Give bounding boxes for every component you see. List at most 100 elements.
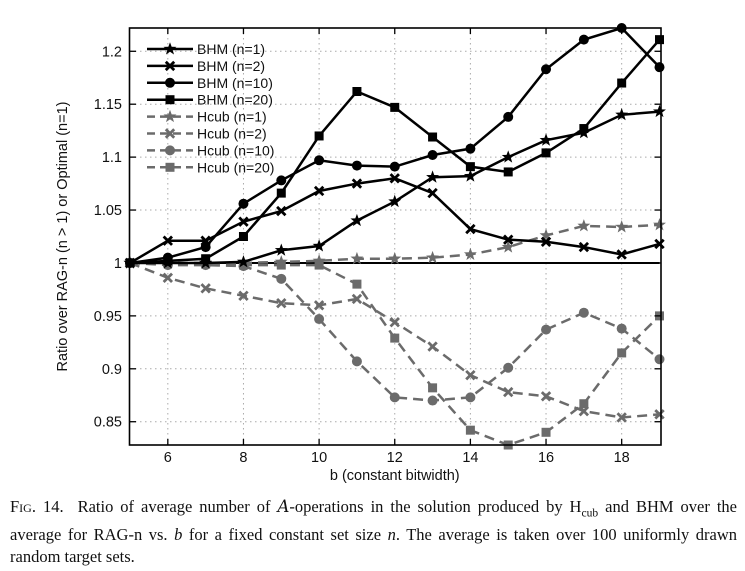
- caption-text-3: and BHM over the average for RAG-n vs.: [10, 497, 737, 545]
- series-marker-Hcub (n=10): [578, 307, 589, 318]
- series-marker-BHM (n=20): [276, 188, 286, 198]
- legend-marker-square: [165, 95, 175, 105]
- series-marker-BHM (n=20): [201, 254, 211, 264]
- ratio-line-chart: 6 8 10 12 14 16 18 0.85 0.9 0.95 1 1.05 1.1 1.15 1.2 b …: [55, 23, 666, 484]
- series-marker-Hcub (n=20): [276, 260, 286, 270]
- series-marker-Hcub (n=1): [350, 251, 364, 265]
- series-marker-BHM (n=1): [350, 213, 364, 227]
- x-tick-label: 8: [239, 450, 247, 466]
- series-marker-BHM (n=20): [428, 132, 438, 142]
- series-marker-Hcub (n=1): [615, 220, 629, 233]
- series-marker-Hcub (n=20): [314, 260, 324, 270]
- series-marker-BHM (n=10): [351, 160, 362, 171]
- legend-marker-circle: [165, 77, 175, 88]
- y-tick-label: 0.9: [102, 362, 122, 378]
- series-marker-BHM (n=2): [427, 187, 438, 199]
- series-marker-BHM (n=10): [389, 161, 400, 172]
- series-marker-Hcub (n=20): [390, 333, 400, 343]
- caption-hcub-subscript: cub: [581, 507, 599, 520]
- series-marker-Hcub (n=20): [617, 348, 627, 358]
- series-marker-Hcub (n=2): [465, 369, 476, 381]
- series-marker-BHM (n=10): [427, 150, 438, 161]
- series-marker-Hcub (n=20): [352, 279, 362, 289]
- series-marker-Hcub (n=2): [238, 290, 249, 301]
- caption-text-5: . The average is taken over 100 uniforml…: [10, 525, 737, 567]
- series-marker-BHM (n=2): [654, 238, 665, 250]
- y-tick-label: 1.05: [94, 203, 122, 219]
- series-marker-BHM (n=20): [541, 148, 551, 158]
- caption-math-a: A: [277, 497, 290, 516]
- series-marker-Hcub (n=10): [389, 392, 400, 403]
- x-axis-label: b (constant bitwidth): [330, 468, 460, 484]
- x-tick-label: 6: [164, 450, 172, 466]
- series-marker-BHM (n=10): [276, 175, 287, 186]
- series-marker-Hcub (n=10): [351, 356, 362, 367]
- series-marker-Hcub (n=1): [388, 251, 402, 265]
- series-marker-BHM (n=1): [237, 255, 250, 268]
- series-marker-BHM (n=2): [578, 241, 590, 253]
- series-marker-Hcub (n=20): [428, 383, 438, 393]
- y-tick-label: 1.15: [94, 97, 122, 113]
- legend-marker-star: [163, 42, 177, 55]
- y-tick-label: 0.85: [94, 415, 122, 431]
- series-marker-BHM (n=20): [503, 167, 513, 177]
- y-tick-label: 1.1: [102, 150, 122, 166]
- series-marker-BHM (n=2): [616, 249, 627, 260]
- legend-label: Hcub (n=2): [197, 126, 267, 142]
- series-marker-BHM (n=1): [501, 150, 515, 163]
- series-marker-Hcub (n=1): [577, 219, 591, 232]
- series-marker-BHM (n=1): [312, 239, 326, 252]
- series-marker-BHM (n=10): [238, 198, 249, 209]
- x-tick-label: 16: [538, 450, 554, 466]
- figure-caption-label: Fig. 14.: [10, 497, 64, 516]
- series-marker-Hcub (n=10): [276, 273, 287, 284]
- legend-marker-star: [163, 109, 177, 123]
- caption-text-2: -operations in the solution produced by …: [289, 497, 582, 516]
- series-marker-Hcub (n=2): [540, 391, 552, 402]
- legend-marker-x: [164, 128, 176, 139]
- legend-label: Hcub (n=1): [197, 109, 267, 125]
- series-marker-Hcub (n=10): [465, 392, 476, 403]
- legend-marker-circle: [165, 145, 175, 156]
- series-marker-BHM (n=1): [539, 133, 553, 146]
- series-marker-BHM (n=20): [314, 131, 324, 141]
- series-marker-BHM (n=2): [465, 223, 476, 235]
- series-marker-Hcub (n=1): [426, 250, 440, 264]
- legend-marker-square: [165, 162, 175, 172]
- series-marker-Hcub (n=20): [541, 427, 551, 437]
- series-marker-BHM (n=10): [654, 62, 665, 73]
- series-marker-BHM (n=1): [653, 104, 666, 118]
- series-marker-Hcub (n=1): [312, 254, 326, 267]
- series-marker-Hcub (n=1): [463, 247, 477, 260]
- series-marker-Hcub (n=20): [238, 260, 248, 270]
- series-marker-Hcub (n=10): [654, 354, 665, 365]
- y-axis-label: Ratio over RAG-n (n > 1) or Optimal (n=1…: [55, 102, 71, 372]
- series-marker-BHM (n=20): [655, 35, 664, 45]
- series-marker-BHM (n=20): [238, 232, 248, 241]
- series-marker-Hcub (n=10): [541, 324, 552, 335]
- legend-label: BHM (n=20): [197, 92, 273, 108]
- series-marker-Hcub (n=2): [162, 272, 174, 283]
- legend-label: Hcub (n=20): [197, 159, 274, 175]
- x-tick-label: 14: [462, 450, 478, 466]
- figure-caption: Fig. 14. Ratio of average number of A-ope…: [10, 496, 737, 568]
- series-marker-BHM (n=10): [465, 143, 476, 154]
- series-marker-BHM (n=20): [352, 87, 362, 97]
- x-tick-label: 12: [387, 450, 403, 466]
- legend-label: BHM (n=2): [197, 58, 265, 74]
- series-marker-BHM (n=10): [503, 111, 514, 122]
- legend-label: Hcub (n=10): [197, 142, 274, 158]
- series-marker-Hcub (n=2): [313, 300, 325, 311]
- series-marker-Hcub (n=1): [501, 240, 515, 253]
- series-marker-BHM (n=1): [615, 107, 629, 121]
- y-tick-label: 0.95: [94, 309, 122, 325]
- series-marker-Hcub (n=2): [200, 283, 211, 294]
- series-marker-Hcub (n=2): [578, 405, 590, 417]
- legend-label: BHM (n=10): [197, 75, 273, 91]
- series-marker-Hcub (n=10): [503, 362, 514, 373]
- series-marker-Hcub (n=2): [503, 386, 514, 398]
- series-marker-BHM (n=2): [162, 235, 174, 246]
- series-marker-BHM (n=10): [314, 155, 325, 166]
- series-marker-BHM (n=20): [163, 256, 173, 266]
